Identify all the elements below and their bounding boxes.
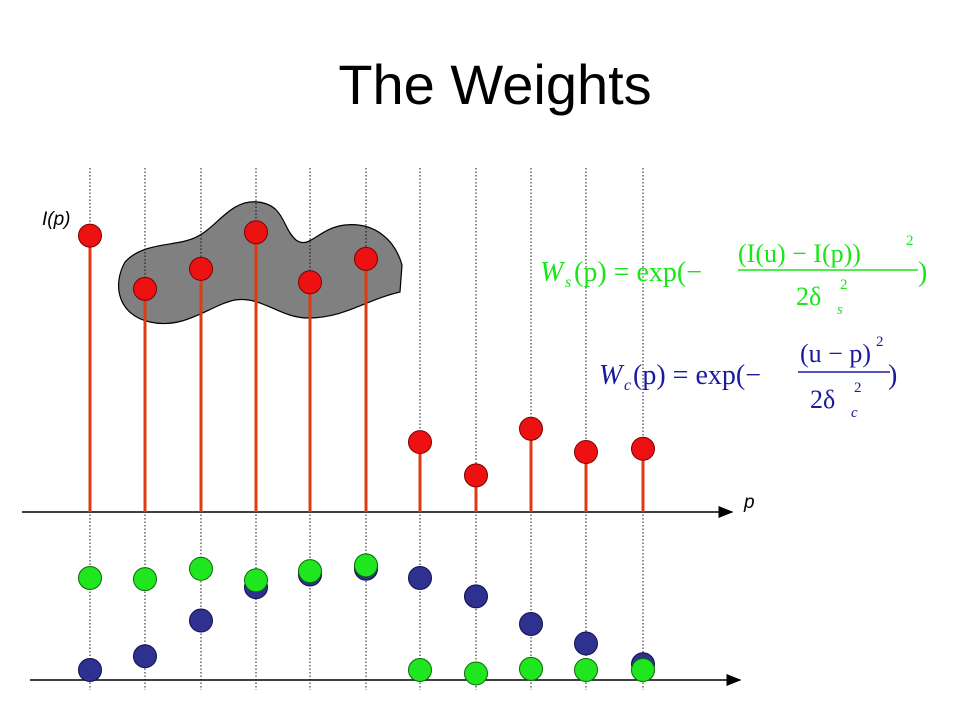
range-weight-dot [189,608,213,633]
spatial-weight-dot [244,568,268,593]
intensity-dot [189,256,213,281]
range-weight-dot [574,631,598,656]
formula-numerator-exp: 2 [906,233,914,249]
intensity-dot [408,430,432,455]
formula-numerator: (I(u) − I(p)) [738,239,861,268]
spatial-weight-dot [408,658,432,682]
formula-denominator: 2δ [796,282,821,311]
neighborhood-blob [118,201,403,325]
range-weight-formula: W c (p) = exp(− (u − p) 2 2δ c 2 ) [599,334,897,421]
spatial-weight-dot [298,559,322,584]
formula-close: ) [888,360,897,391]
spatial-weight-dot [189,556,213,581]
formula-arg: (p) = exp(− [574,257,702,288]
intensity-dot [244,220,268,245]
intensity-dot [464,463,488,488]
spatial-weight-dot [78,566,102,590]
slide-title: The Weights [338,53,652,116]
formula-close: ) [918,257,927,288]
spatial-weight-dot [354,553,378,578]
formula-denominator-sub: s [837,302,843,318]
range-weight-dot [408,566,432,590]
formula-numerator-exp: 2 [876,334,884,350]
spatial-weight-dot [133,567,157,592]
range-weight-dot [78,658,102,682]
formula-denominator-exp: 2 [840,277,848,293]
formula-denominator-sub: c [851,405,858,421]
intensity-dot [631,436,655,461]
formula-lhs-sub: s [565,274,571,291]
intensity-dot [133,276,157,301]
formula-denominator: 2δ [810,385,835,414]
intensity-dot [354,246,378,271]
formula-lhs-sub: c [624,377,631,394]
range-weight-dot [133,644,157,669]
formula-numerator: (u − p) [800,339,871,368]
spatial-weight-dot [574,658,598,682]
range-weight-dot [519,612,543,636]
formula-arg: (p) = exp(− [633,360,761,391]
intensity-axis-label: I(p) [42,209,71,230]
formula-lhs: W [599,360,625,391]
intensity-stems [78,220,655,512]
spatial-weight-dot [464,661,488,686]
spatial-weight-formula: W s (p) = exp(− (I(u) − I(p)) 2 2δ s 2 ) [540,233,927,318]
spatial-weight-dot [631,658,655,682]
intensity-dot [78,223,102,248]
spatial-weight-dot [519,656,543,681]
range-weight-dot [464,584,488,609]
weight-dots [78,553,655,686]
formula-denominator-exp: 2 [854,380,862,396]
intensity-dot [298,270,322,295]
p-axis-label: p [744,492,755,513]
intensity-dot [574,440,598,465]
formula-lhs: W [540,257,566,288]
intensity-dot [519,416,543,441]
